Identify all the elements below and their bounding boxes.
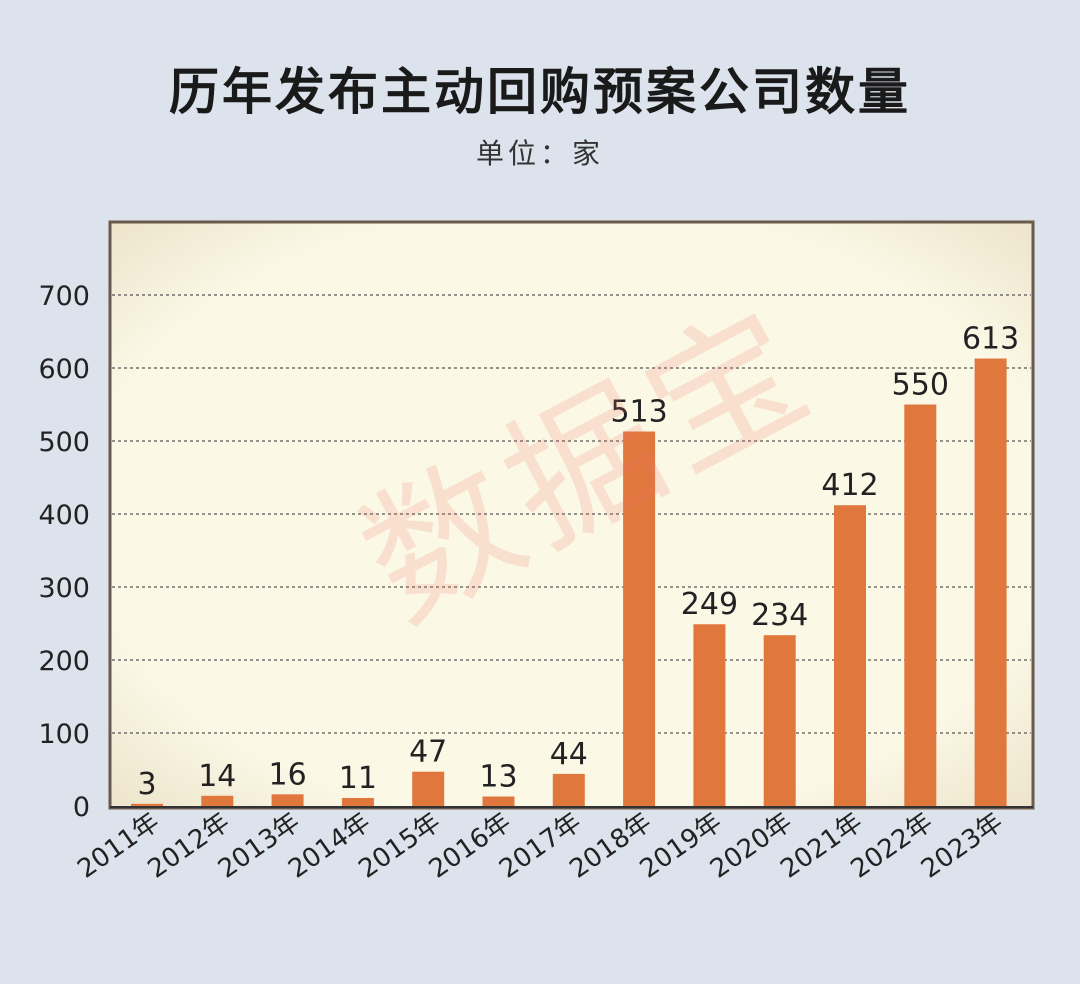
y-tick-label: 600: [38, 354, 90, 385]
y-tick-label: 200: [38, 646, 90, 677]
bar-value-label: 14: [198, 759, 236, 794]
bar: [482, 796, 515, 806]
chart-title: 历年发布主动回购预案公司数量: [169, 63, 911, 121]
bar: [834, 505, 866, 806]
bar-value-label: 47: [409, 735, 447, 770]
bar: [904, 404, 937, 806]
x-tick-label: 2023年: [916, 807, 1009, 884]
bar-value-label: 3: [137, 767, 156, 802]
y-tick-label: 700: [38, 281, 90, 312]
bar-value-label: 249: [681, 587, 738, 622]
bar: [341, 797, 374, 806]
bar-value-label: 513: [610, 395, 667, 430]
y-tick-label: 100: [38, 719, 90, 750]
y-tick-label: 300: [38, 573, 90, 604]
plot-area: [108, 220, 1035, 810]
y-tick-label: 0: [73, 792, 90, 823]
y-tick-label: 400: [38, 500, 90, 531]
bar-value-label: 44: [550, 737, 588, 772]
y-tick-label: 500: [38, 427, 90, 458]
bar: [552, 773, 585, 806]
bar-value-label: 234: [751, 598, 808, 633]
bar: [131, 803, 163, 806]
bar: [271, 794, 304, 806]
bar-value-label: 11: [339, 761, 377, 796]
bar-value-label: 613: [962, 322, 1019, 357]
bar: [693, 624, 726, 806]
bar: [974, 358, 1007, 806]
chart-unit-label: 单位：家: [475, 137, 604, 170]
bar: [623, 431, 656, 806]
bar: [201, 795, 234, 806]
bar-value-label: 550: [892, 368, 949, 403]
bar: [763, 635, 796, 806]
bar-value-label: 412: [821, 468, 878, 503]
bar-value-label: 13: [479, 760, 517, 795]
bar: [412, 771, 445, 806]
bar-value-label: 16: [269, 757, 307, 792]
